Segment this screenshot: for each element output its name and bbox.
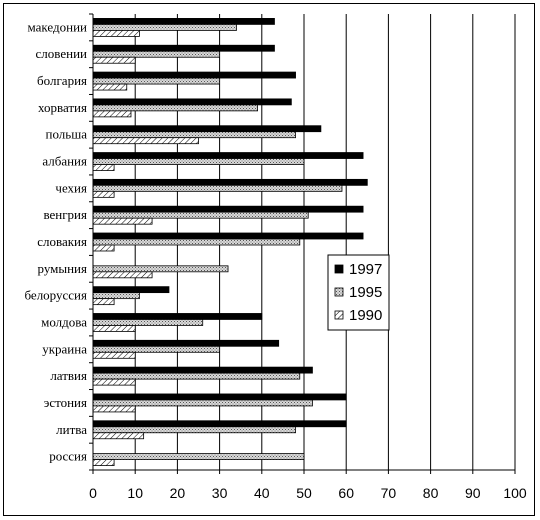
category-label: россия: [49, 449, 87, 464]
category-label: румыния: [37, 261, 87, 276]
bar-1990: [92, 217, 153, 225]
bar-1990: [92, 137, 199, 145]
bar-1997: [92, 393, 347, 401]
category-label: словении: [36, 46, 88, 61]
x-tick-label: 70: [381, 485, 397, 501]
bar-1997: [92, 98, 292, 106]
category-label: белоруссия: [24, 288, 87, 303]
x-tick-label: 40: [254, 485, 270, 501]
bar-1990: [92, 110, 132, 118]
bar-1990: [92, 432, 145, 440]
x-tick-label: 50: [296, 485, 312, 501]
legend-swatch-1997: [334, 264, 344, 274]
category-label: македонии: [28, 19, 88, 34]
bar-1990: [92, 56, 136, 64]
legend: 1997 1995 1990: [327, 254, 390, 331]
category-label: хорватия: [38, 100, 87, 115]
x-tick-label: 80: [423, 485, 439, 501]
bar-1997: [92, 232, 364, 240]
bar-1997: [92, 286, 170, 294]
legend-swatch-1995: [334, 287, 344, 297]
bar-1990: [92, 325, 136, 332]
legend-label: 1997: [349, 261, 382, 278]
bar-1995: [92, 238, 301, 246]
bar-1990: [92, 164, 115, 171]
bar-1990: [92, 351, 136, 359]
category-label: польша: [46, 127, 88, 142]
bar-1997: [92, 18, 275, 25]
axes: [89, 13, 516, 474]
x-tick-label: 30: [212, 485, 228, 501]
category-label: албания: [42, 154, 87, 169]
category-label: литва: [56, 422, 87, 437]
category-label: чехия: [55, 180, 87, 195]
bar-1995: [92, 104, 258, 112]
x-tick-label: 60: [338, 485, 354, 501]
bar-1990: [92, 405, 136, 413]
category-label: эстония: [44, 395, 87, 410]
x-tick-label: 100: [503, 485, 527, 501]
category-labels: македонии словении болгария хорватия польша а…: [24, 19, 87, 463]
bar-1995: [92, 77, 220, 85]
category-label: молдова: [41, 314, 87, 329]
category-label: словакия: [37, 234, 87, 249]
bar-1997: [92, 420, 347, 428]
bar-1990: [92, 30, 140, 37]
bar-1997: [92, 71, 296, 79]
bar-1995: [92, 184, 343, 192]
bar-1990: [92, 244, 115, 252]
bar-1997: [92, 152, 364, 159]
bar-1995: [92, 319, 204, 326]
bar-1995: [92, 24, 237, 31]
bar-1997: [92, 178, 368, 186]
bar-1995: [92, 265, 229, 273]
legend-label: 1990: [349, 307, 382, 324]
bar-1997: [92, 366, 313, 374]
bar-1990: [92, 271, 153, 279]
bar-1997: [92, 125, 322, 133]
bar-1990: [92, 459, 115, 466]
bar-1995: [92, 345, 220, 353]
bar-1995: [92, 426, 296, 434]
x-tick-label: 90: [465, 485, 481, 501]
bar-1990: [92, 83, 128, 91]
category-label: болгария: [37, 73, 87, 88]
legend-swatch-1990: [334, 310, 344, 320]
bar-1995: [92, 131, 296, 139]
bar-1995: [92, 211, 309, 219]
bar-1995: [92, 50, 220, 58]
bar-1990: [92, 298, 115, 306]
category-label: венгрия: [43, 207, 87, 222]
bar-1995: [92, 158, 305, 165]
bar-1997: [92, 339, 280, 347]
x-tick-labels: 0 10 20 30 40 50 60 70 80 90 100: [89, 485, 527, 501]
bar-1990: [92, 190, 115, 198]
bar-1995: [92, 399, 313, 407]
bar-1990: [92, 378, 136, 386]
x-tick-label: 0: [89, 485, 97, 501]
bar-1995: [92, 453, 305, 460]
bar-1995: [92, 372, 301, 380]
bar-1995: [92, 292, 140, 300]
legend-label: 1995: [349, 284, 382, 301]
category-label: латвия: [50, 368, 87, 383]
x-tick-label: 20: [170, 485, 186, 501]
bar-1997: [92, 313, 263, 320]
bar-1997: [92, 205, 364, 213]
x-tick-label: 10: [127, 485, 143, 501]
bar-1997: [92, 44, 275, 52]
category-label: украина: [42, 341, 87, 356]
